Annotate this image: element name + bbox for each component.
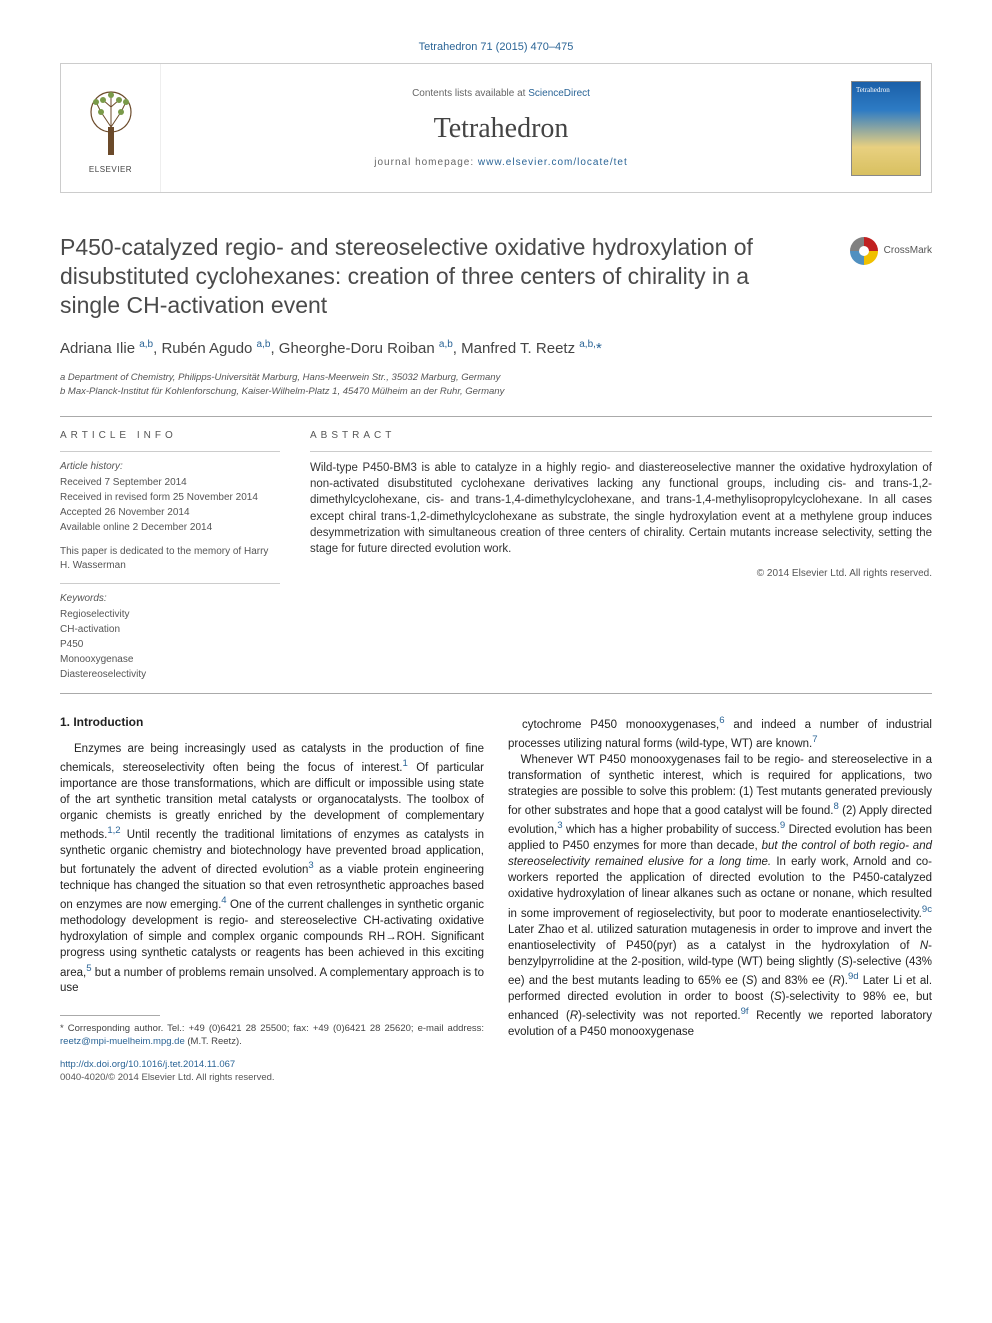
info-rule-2 xyxy=(60,583,280,584)
keywords-heading: Keywords: xyxy=(60,592,280,606)
keyword-3: P450 xyxy=(60,638,280,652)
history-list: Received 7 September 2014 Received in re… xyxy=(60,476,280,535)
journal-cover-thumb: Tetrahedron xyxy=(851,81,921,176)
journal-header: ELSEVIER Contents lists available at Sci… xyxy=(60,63,932,193)
journal-name: Tetrahedron xyxy=(434,109,569,148)
corr-email-link[interactable]: reetz@mpi-muelheim.mpg.de xyxy=(60,1036,185,1047)
keyword-1: Regioselectivity xyxy=(60,608,280,622)
keyword-2: CH-activation xyxy=(60,623,280,637)
history-heading: Article history: xyxy=(60,460,280,474)
history-received: Received 7 September 2014 xyxy=(60,476,280,490)
affiliations: a Department of Chemistry, Philipps-Univ… xyxy=(60,371,932,399)
keywords-list: Regioselectivity CH-activation P450 Mono… xyxy=(60,608,280,682)
top-journal-reference: Tetrahedron 71 (2015) 470–475 xyxy=(60,40,932,55)
corresponding-author-footnote: * Corresponding author. Tel.: +49 (0)642… xyxy=(60,1022,484,1049)
history-accepted: Accepted 26 November 2014 xyxy=(60,506,280,520)
abstract-heading: ABSTRACT xyxy=(310,429,932,443)
homepage-prefix: journal homepage: xyxy=(374,157,478,168)
history-revised: Received in revised form 25 November 201… xyxy=(60,491,280,505)
doi-link[interactable]: http://dx.doi.org/10.1016/j.tet.2014.11.… xyxy=(60,1059,235,1070)
body-column-right: cytochrome P450 monooxygenases,6 and ind… xyxy=(508,714,932,1085)
info-abstract-block: ARTICLE INFO Article history: Received 7… xyxy=(60,429,932,683)
abs-rule xyxy=(310,451,932,452)
journal-cover-slot: Tetrahedron xyxy=(841,64,931,192)
abstract-text: Wild-type P450-BM3 is able to catalyze i… xyxy=(310,460,932,557)
publisher-logo-slot: ELSEVIER xyxy=(61,64,161,192)
journal-homepage-link[interactable]: www.elsevier.com/locate/tet xyxy=(478,157,628,168)
section-1-heading: 1. Introduction xyxy=(60,714,484,731)
crossmark-label: CrossMark xyxy=(884,244,932,258)
body-column-left: 1. Introduction Enzymes are being increa… xyxy=(60,714,484,1085)
author-list: Adriana Ilie a,b, Rubén Agudo a,b, Gheor… xyxy=(60,338,932,359)
history-online: Available online 2 December 2014 xyxy=(60,521,280,535)
body-left-para: Enzymes are being increasingly used as c… xyxy=(60,741,484,997)
sciencedirect-link[interactable]: ScienceDirect xyxy=(528,88,590,99)
journal-homepage-line: journal homepage: www.elsevier.com/locat… xyxy=(374,156,627,170)
cover-thumb-title: Tetrahedron xyxy=(856,86,890,96)
dedication: This paper is dedicated to the memory of… xyxy=(60,545,280,573)
abstract-column: ABSTRACT Wild-type P450-BM3 is able to c… xyxy=(310,429,932,683)
doi-block: http://dx.doi.org/10.1016/j.tet.2014.11.… xyxy=(60,1058,484,1085)
article-info-heading: ARTICLE INFO xyxy=(60,429,280,443)
contents-prefix: Contents lists available at xyxy=(412,88,528,99)
info-rule-1 xyxy=(60,451,280,452)
keyword-5: Diastereoselectivity xyxy=(60,668,280,682)
elsevier-tree-icon xyxy=(81,82,141,162)
divider-top xyxy=(60,416,932,417)
keyword-4: Monooxygenase xyxy=(60,653,280,667)
corr-tail: (M.T. Reetz). xyxy=(185,1036,242,1047)
article-title: P450-catalyzed regio- and stereoselectiv… xyxy=(60,233,810,319)
body-right-para: cytochrome P450 monooxygenases,6 and ind… xyxy=(508,714,932,1040)
affiliation-a: a Department of Chemistry, Philipps-Univ… xyxy=(60,371,932,384)
journal-header-center: Contents lists available at ScienceDirec… xyxy=(161,64,841,192)
corr-label: * Corresponding author. Tel.: +49 (0)642… xyxy=(60,1023,484,1034)
divider-mid xyxy=(60,693,932,694)
contents-list-line: Contents lists available at ScienceDirec… xyxy=(412,87,590,101)
footnote-separator xyxy=(60,1015,160,1016)
affiliation-b: b Max-Planck-Institut für Kohlenforschun… xyxy=(60,385,932,398)
crossmark-icon xyxy=(850,237,878,265)
abstract-copyright: © 2014 Elsevier Ltd. All rights reserved… xyxy=(310,567,932,581)
body-columns: 1. Introduction Enzymes are being increa… xyxy=(60,714,932,1085)
issn-copyright: 0040-4020/© 2014 Elsevier Ltd. All right… xyxy=(60,1072,275,1083)
crossmark-badge[interactable]: CrossMark xyxy=(850,237,932,265)
publisher-logo-label: ELSEVIER xyxy=(81,164,141,175)
article-info-column: ARTICLE INFO Article history: Received 7… xyxy=(60,429,280,683)
